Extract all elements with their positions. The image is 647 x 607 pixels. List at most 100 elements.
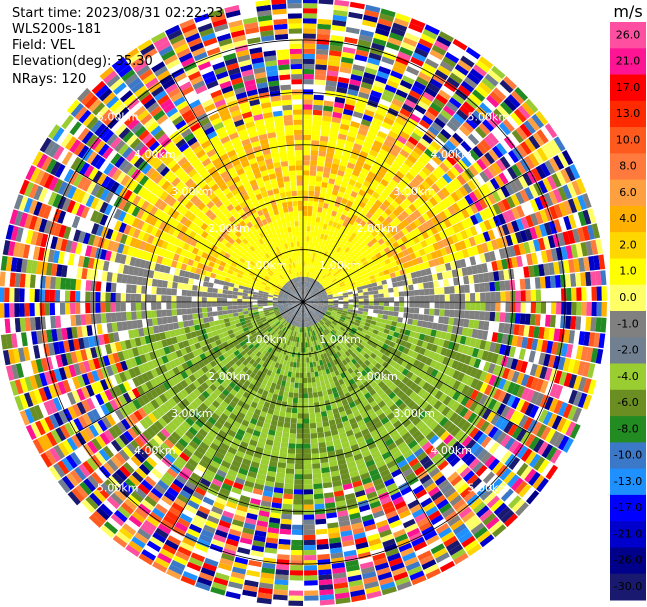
velocity-gate bbox=[320, 288, 325, 292]
velocity-gate bbox=[341, 231, 347, 239]
velocity-gate bbox=[367, 271, 374, 277]
velocity-gate bbox=[553, 328, 560, 342]
velocity-gate bbox=[339, 272, 346, 277]
velocity-gate bbox=[348, 294, 354, 297]
velocity-gate bbox=[349, 279, 355, 284]
velocity-gate bbox=[323, 303, 329, 305]
velocity-gate bbox=[393, 286, 399, 293]
velocity-gate bbox=[501, 333, 509, 345]
velocity-gate bbox=[415, 326, 422, 333]
velocity-gate bbox=[582, 209, 592, 225]
velocity-gate bbox=[322, 295, 328, 298]
velocity-gate bbox=[412, 277, 418, 285]
velocity-gate bbox=[363, 204, 372, 212]
velocity-gate bbox=[377, 285, 383, 290]
velocity-gate bbox=[340, 118, 351, 126]
velocity-gate bbox=[404, 185, 414, 195]
velocity-gate bbox=[446, 155, 457, 166]
velocity-gate bbox=[342, 113, 353, 121]
velocity-gate bbox=[314, 221, 320, 228]
velocity-gate bbox=[303, 200, 308, 206]
velocity-gate bbox=[312, 109, 323, 116]
velocity-gate bbox=[417, 320, 424, 327]
velocity-gate bbox=[598, 333, 606, 349]
velocity-gate bbox=[476, 244, 484, 255]
velocity-gate bbox=[347, 249, 353, 256]
velocity-gate bbox=[442, 143, 453, 155]
velocity-gate bbox=[424, 58, 439, 69]
velocity-gate bbox=[555, 315, 561, 328]
velocity-gate bbox=[356, 313, 363, 318]
velocity-gate bbox=[506, 222, 515, 234]
velocity-gate bbox=[355, 193, 364, 201]
velocity-gate bbox=[405, 233, 413, 241]
velocity-gate bbox=[437, 256, 445, 265]
velocity-gate bbox=[406, 246, 414, 255]
velocity-gate bbox=[303, 448, 311, 454]
velocity-gate bbox=[385, 170, 395, 179]
velocity-gate bbox=[344, 103, 355, 111]
velocity-gate bbox=[418, 38, 433, 49]
velocity-gate bbox=[511, 256, 518, 268]
velocity-gate bbox=[293, 499, 303, 505]
velocity-gate bbox=[370, 320, 377, 326]
velocity-gate bbox=[586, 224, 596, 240]
velocity-gate bbox=[418, 314, 424, 321]
velocity-gate bbox=[444, 309, 450, 317]
velocity-gate bbox=[333, 106, 344, 114]
velocity-gate bbox=[472, 64, 487, 77]
velocity-gate bbox=[324, 276, 330, 282]
velocity-gate bbox=[533, 264, 540, 277]
velocity-gate bbox=[490, 177, 500, 190]
velocity-gate bbox=[305, 352, 309, 358]
velocity-gate bbox=[362, 288, 368, 293]
velocity-gate bbox=[400, 210, 409, 219]
velocity-gate bbox=[481, 242, 489, 253]
velocity-gate bbox=[471, 245, 479, 256]
velocity-gate bbox=[317, 437, 326, 443]
velocity-gate bbox=[382, 284, 388, 289]
velocity-gate bbox=[313, 302, 319, 304]
velocity-gate bbox=[389, 103, 402, 112]
velocity-gate bbox=[287, 371, 292, 378]
velocity-gate bbox=[393, 233, 401, 241]
velocity-gate bbox=[391, 200, 400, 209]
velocity-gate bbox=[588, 332, 596, 347]
velocity-gate bbox=[496, 188, 506, 200]
velocity-gate bbox=[332, 309, 338, 313]
velocity-gate bbox=[440, 264, 447, 272]
velocity-gate bbox=[479, 210, 488, 221]
velocity-gate bbox=[321, 181, 328, 188]
velocity-gate bbox=[342, 220, 349, 228]
velocity-gate bbox=[327, 295, 333, 298]
velocity-gate bbox=[526, 337, 534, 350]
velocity-gate bbox=[408, 290, 415, 296]
velocity-gate bbox=[427, 144, 438, 155]
velocity-gate bbox=[385, 216, 393, 224]
velocity-gate bbox=[487, 229, 496, 241]
velocity-gate bbox=[462, 121, 475, 133]
velocity-gate bbox=[492, 145, 504, 159]
velocity-gate bbox=[543, 222, 553, 236]
velocity-gate bbox=[330, 249, 336, 256]
velocity-gate bbox=[440, 128, 452, 140]
velocity-gate bbox=[306, 287, 310, 293]
velocity-gate bbox=[320, 411, 328, 417]
velocity-gate bbox=[474, 200, 484, 212]
velocity-gate bbox=[367, 287, 373, 292]
velocity-gate bbox=[550, 315, 556, 328]
velocity-gate bbox=[442, 228, 451, 238]
velocity-gate bbox=[338, 254, 344, 261]
velocity-gate bbox=[531, 252, 538, 265]
velocity-gate bbox=[348, 296, 354, 300]
velocity-gate bbox=[322, 305, 328, 308]
velocity-gate bbox=[424, 237, 433, 246]
velocity-gate bbox=[364, 322, 371, 328]
velocity-gate bbox=[332, 158, 341, 165]
velocity-gate bbox=[410, 325, 417, 332]
velocity-gate bbox=[503, 323, 510, 334]
velocity-gate bbox=[328, 247, 334, 254]
velocity-gate bbox=[500, 302, 506, 312]
velocity-gate bbox=[310, 372, 315, 378]
velocity-gate bbox=[399, 149, 410, 159]
